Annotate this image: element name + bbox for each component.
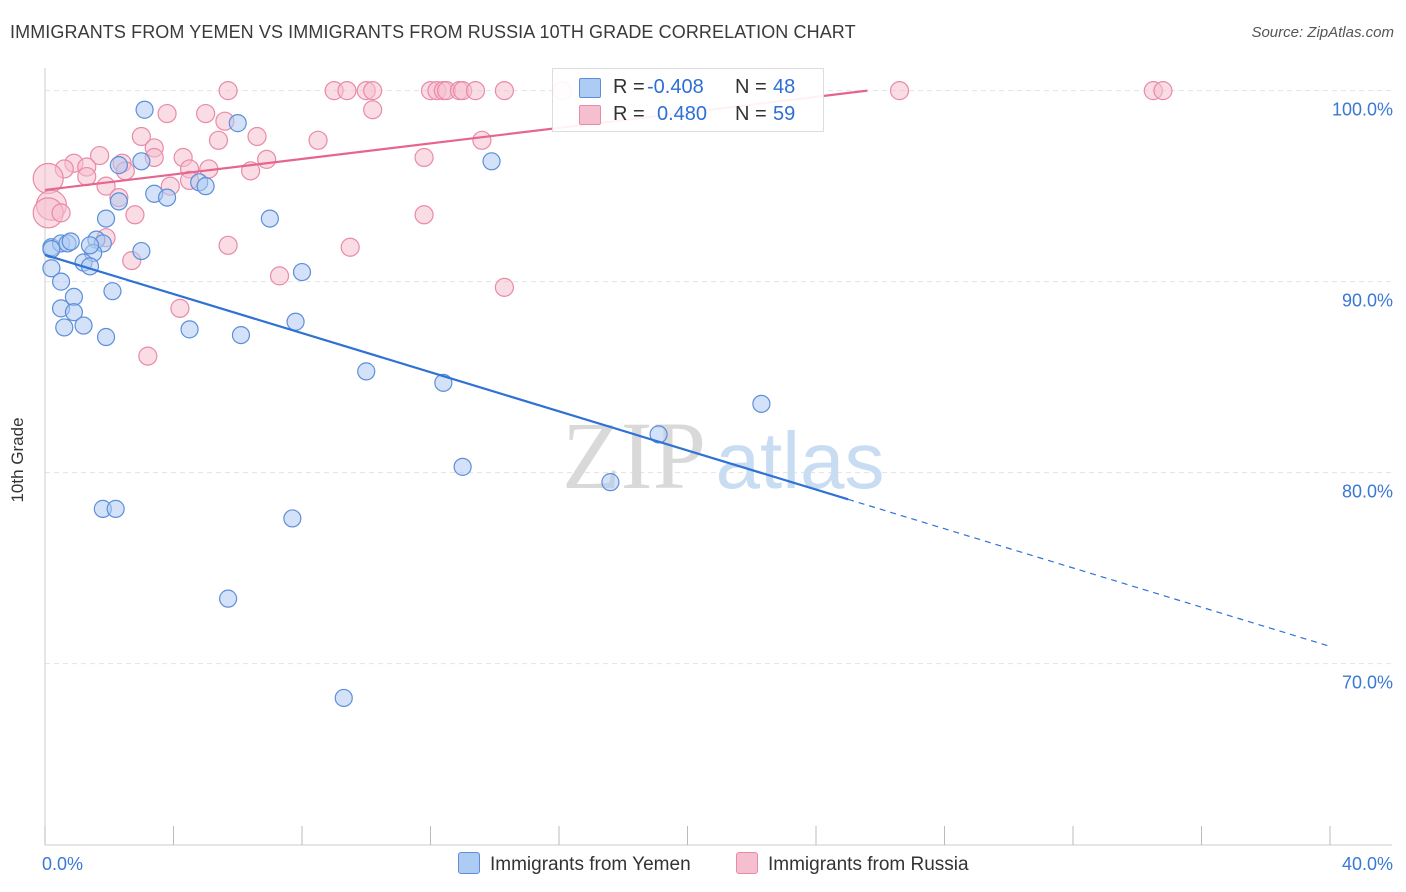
correlation-legend: R = -0.408 N = 48 R = 0.480 N = 59: [552, 68, 824, 132]
russia-point: [472, 130, 492, 150]
yemen-point: [219, 589, 238, 608]
yemen-point: [334, 688, 353, 708]
yemen-point: [64, 303, 84, 322]
legend-yemen-r-label: R =: [613, 76, 645, 98]
series-russia-points: [32, 81, 1173, 366]
yemen-point: [96, 327, 116, 347]
trend-lines: [44, 89, 1331, 647]
yemen-point: [109, 192, 128, 211]
watermark: ZIP atlas: [562, 402, 884, 509]
russia-point: [247, 126, 267, 147]
russia-point: [308, 130, 328, 150]
legend-yemen-r-value: -0.408: [647, 76, 704, 98]
yemen-point: [132, 241, 151, 261]
yemen-point: [357, 362, 376, 381]
yemen-point: [74, 316, 93, 335]
series-yemen-points: [42, 100, 771, 708]
yemen-point: [132, 152, 151, 171]
bottom-legend-yemen: Immigrants from Yemen: [458, 852, 691, 876]
yemen-point: [292, 262, 312, 282]
yemen-point: [228, 114, 247, 133]
tick-labels: 70.0% 80.0% 90.0% 100.0% 0.0% 40.0%: [42, 100, 1393, 874]
russia-point: [414, 205, 434, 225]
russia-point: [363, 81, 383, 101]
source-credit: Source: ZipAtlas.com: [1251, 24, 1394, 41]
bottom-legend-russia-label: Immigrants from Russia: [768, 854, 969, 875]
x-tick-label-max: 40.0%: [1342, 854, 1393, 874]
y-tick-label-80: 80.0%: [1342, 482, 1393, 502]
russia-point: [340, 237, 360, 257]
yemen-point: [601, 473, 620, 492]
yemen-point: [103, 282, 122, 301]
bottom-legend-yemen-label: Immigrants from Yemen: [490, 854, 691, 875]
russia-point: [157, 103, 177, 124]
yemen-point: [51, 272, 71, 291]
yemen-point: [96, 209, 116, 228]
yemen-point: [135, 100, 154, 119]
yemen-point: [649, 425, 668, 444]
yemen-point: [109, 156, 128, 175]
legend-russia-n-value: 59: [773, 103, 796, 125]
russia-point: [138, 346, 158, 366]
russia-point: [257, 149, 277, 169]
yemen-trend-line: [44, 253, 849, 501]
russia-point: [170, 298, 190, 318]
russia-point: [494, 277, 514, 297]
yemen-point: [482, 152, 501, 171]
russia-point: [90, 145, 110, 166]
russia-point: [269, 266, 290, 286]
yemen-point: [61, 232, 80, 251]
russia-point: [131, 126, 151, 147]
russia-point: [125, 205, 145, 225]
yemen-point: [196, 177, 215, 196]
russia-point: [196, 103, 216, 124]
legend-russia-r-value: 0.480: [657, 103, 708, 125]
legend-yemen-n-label: N =: [735, 76, 767, 98]
bottom-legend-russia-swatch: [736, 852, 758, 874]
yemen-trend-extension: [847, 498, 1331, 647]
yemen-point: [283, 509, 302, 528]
legend-yemen-n-value: 48: [773, 76, 796, 98]
russia-point: [494, 81, 514, 101]
y-tick-label-100: 100.0%: [1332, 100, 1393, 120]
russia-point: [414, 147, 434, 168]
russia-point: [465, 81, 486, 101]
russia-point: [337, 81, 357, 101]
russia-swatch: [579, 105, 601, 125]
yemen-point: [752, 394, 771, 413]
yemen-point: [434, 373, 453, 392]
russia-point: [1153, 81, 1173, 101]
yemen-point: [106, 499, 125, 518]
yemen-point: [453, 457, 472, 476]
yemen-swatch: [579, 78, 601, 98]
yemen-point: [157, 188, 177, 207]
yemen-point: [42, 259, 61, 278]
yemen-point: [80, 236, 100, 255]
yemen-point: [55, 318, 74, 337]
yemen-point: [231, 325, 251, 345]
russia-point: [218, 81, 238, 101]
y-axis-label: 10th Grade: [8, 417, 27, 503]
yemen-point: [180, 320, 199, 339]
chart-title: IMMIGRANTS FROM YEMEN VS IMMIGRANTS FROM…: [10, 22, 856, 42]
russia-point: [77, 166, 97, 187]
yemen-point: [286, 312, 305, 331]
yemen-point: [260, 209, 279, 228]
russia-point: [889, 81, 910, 101]
watermark-atlas: atlas: [716, 416, 885, 505]
bottom-legend-russia: Immigrants from Russia: [736, 852, 969, 876]
russia-point: [208, 130, 229, 150]
x-tick-label-min: 0.0%: [42, 854, 83, 874]
y-tick-label-90: 90.0%: [1342, 291, 1393, 311]
legend-russia-n-label: N =: [735, 103, 767, 125]
russia-point: [363, 100, 383, 120]
russia-point: [51, 203, 71, 223]
russia-point: [218, 235, 238, 255]
legend-russia-r-label: R =: [613, 103, 645, 125]
y-tick-label-70: 70.0%: [1342, 673, 1393, 693]
bottom-legend-yemen-swatch: [458, 852, 480, 874]
